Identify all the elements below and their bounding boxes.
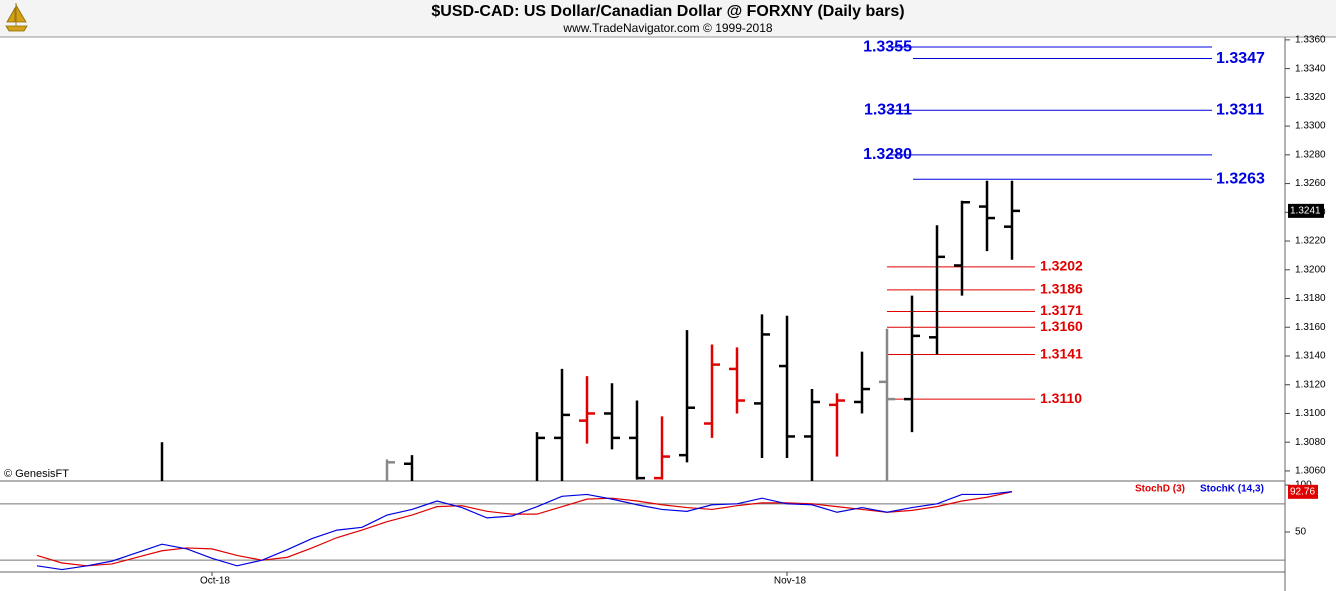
level-label: 1.3311 <box>864 102 912 119</box>
level-label: 1.3160 <box>1040 318 1083 334</box>
chart-subtitle: www.TradeNavigator.com © 1999-2018 <box>562 21 772 35</box>
y-tick-label: 1.3360 <box>1295 35 1326 46</box>
level-label: 1.3141 <box>1040 345 1083 361</box>
y-tick-label: 1.3220 <box>1295 236 1326 247</box>
y-tick-label: 1.3100 <box>1295 408 1326 419</box>
y-tick-label: 1.3340 <box>1295 63 1326 74</box>
last-value-box <box>1288 484 1318 499</box>
y-tick-label: 1.3180 <box>1295 293 1326 304</box>
y-tick-label: 1.3140 <box>1295 351 1326 362</box>
y-tick-label: 1.3120 <box>1295 379 1326 390</box>
stoch-line <box>36 491 1013 571</box>
level-label: 1.3110 <box>1040 390 1082 406</box>
x-tick-label: Oct-18 <box>200 576 230 587</box>
stoch-panel <box>0 491 1285 571</box>
y-tick-label: 1.3260 <box>1295 178 1326 189</box>
header <box>0 0 1336 37</box>
last-price-label: 1.3241 <box>1290 206 1321 217</box>
legend-entry: StochD (3) <box>1135 484 1185 495</box>
chart-title: $USD-CAD: US Dollar/Canadian Dollar @ FO… <box>431 3 904 20</box>
level-label: 1.3355 <box>863 38 912 55</box>
logo <box>5 3 28 32</box>
y-tick-label: 1.3080 <box>1295 437 1326 448</box>
last-price-box <box>1288 203 1324 218</box>
level-label: 1.3311 <box>1216 102 1264 119</box>
y-tick-label: 1.3320 <box>1295 92 1326 103</box>
annotation: © GenesisFT <box>4 468 69 480</box>
level-label: 1.3347 <box>1216 50 1265 67</box>
level-label: 1.3171 <box>1040 302 1083 318</box>
level-label: 1.3186 <box>1040 281 1083 297</box>
level-label: 1.3280 <box>863 146 912 163</box>
overlay: 1.30601.30801.31001.31201.31401.31601.31… <box>200 35 1326 587</box>
legend-entry: StochK (14,3) <box>1200 484 1264 495</box>
x-tick-label: Nov-18 <box>774 576 807 587</box>
price-panel <box>160 46 1212 481</box>
last-value-label: 92.76 <box>1290 486 1315 497</box>
y-tick-label: 50 <box>1295 527 1307 538</box>
y-tick-label: 1.3160 <box>1295 322 1326 333</box>
y-tick-label: 1.3060 <box>1295 466 1326 477</box>
y-tick-label: 1.3280 <box>1295 149 1326 160</box>
y-tick-label: 1.3200 <box>1295 264 1326 275</box>
level-label: 1.3202 <box>1040 258 1083 274</box>
level-label: 1.3263 <box>1216 170 1265 187</box>
stoch-line <box>36 491 1013 567</box>
y-tick-label: 1.3300 <box>1295 121 1326 132</box>
